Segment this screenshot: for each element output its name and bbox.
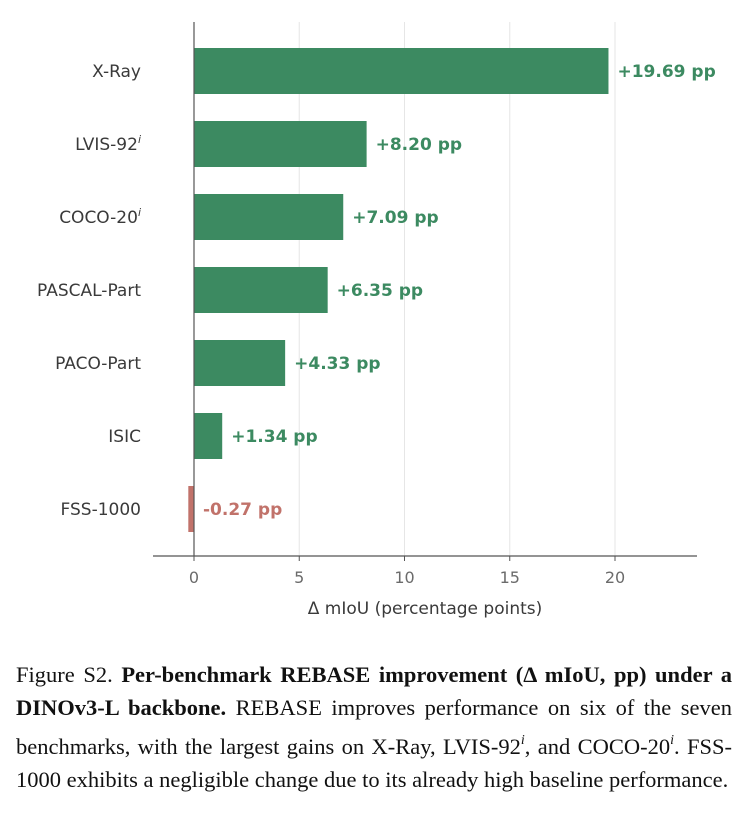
x-tick-label: 10 [394, 568, 414, 587]
y-tick-label: ISIC [108, 427, 141, 447]
y-tick-label: PACO-Part [55, 354, 141, 374]
y-tick-label: PASCAL-Part [37, 281, 141, 301]
bar [194, 413, 223, 459]
x-tick-label: 5 [294, 568, 304, 587]
bars [188, 48, 609, 532]
caption-text-2: , and COCO-20 [524, 734, 671, 759]
y-tick-label: COCO-20i [59, 206, 141, 228]
data-label: -0.27 pp [203, 500, 282, 520]
data-label: +1.34 pp [231, 427, 317, 447]
x-tick-label: 15 [500, 568, 520, 587]
data-label: +4.33 pp [294, 354, 380, 374]
caption-bold-title: Per-benchmark REBASE improvement (Δ mIoU… [16, 662, 732, 720]
y-tick-label: X-Ray [92, 62, 141, 82]
x-tick-label: 0 [189, 568, 199, 587]
bar [194, 48, 609, 94]
x-axis-label: Δ mIoU (percentage points) [308, 599, 543, 619]
bar [188, 486, 194, 532]
caption-sup-1: i [520, 733, 525, 748]
data-label: +19.69 pp [617, 62, 715, 82]
bar [194, 267, 328, 313]
x-tick-labels: 0 5 10 15 20 [189, 568, 625, 587]
y-tick-labels: X-Ray LVIS-92i COCO-20i PASCAL-Part PACO-Par… [37, 62, 141, 520]
data-label: +8.20 pp [376, 135, 462, 155]
caption-text-3: . FSS-1000 exhibits a negligible change … [16, 734, 732, 792]
data-label: +6.35 pp [337, 281, 423, 301]
data-labels: +19.69 pp +8.20 pp +7.09 pp +6.35 pp +4.33 p… [203, 62, 716, 520]
caption-sup-2: i [670, 733, 674, 748]
bar [194, 194, 344, 240]
bar [194, 340, 286, 386]
caption-figure-label: Figure S2. [16, 662, 113, 687]
caption-text-1: REBASE improves performance on six of th… [16, 695, 733, 759]
y-tick-label: LVIS-92i [75, 133, 141, 155]
bar-chart: X-Ray LVIS-92i COCO-20i PASCAL-Part PACO-Par… [37, 22, 716, 619]
axes [153, 22, 697, 561]
figure-caption: Figure S2. Per-benchmark REBASE improvem… [16, 658, 732, 796]
y-tick-label: FSS-1000 [61, 500, 141, 520]
bar [194, 121, 367, 167]
data-label: +7.09 pp [352, 208, 438, 228]
x-tick-label: 20 [605, 568, 625, 587]
